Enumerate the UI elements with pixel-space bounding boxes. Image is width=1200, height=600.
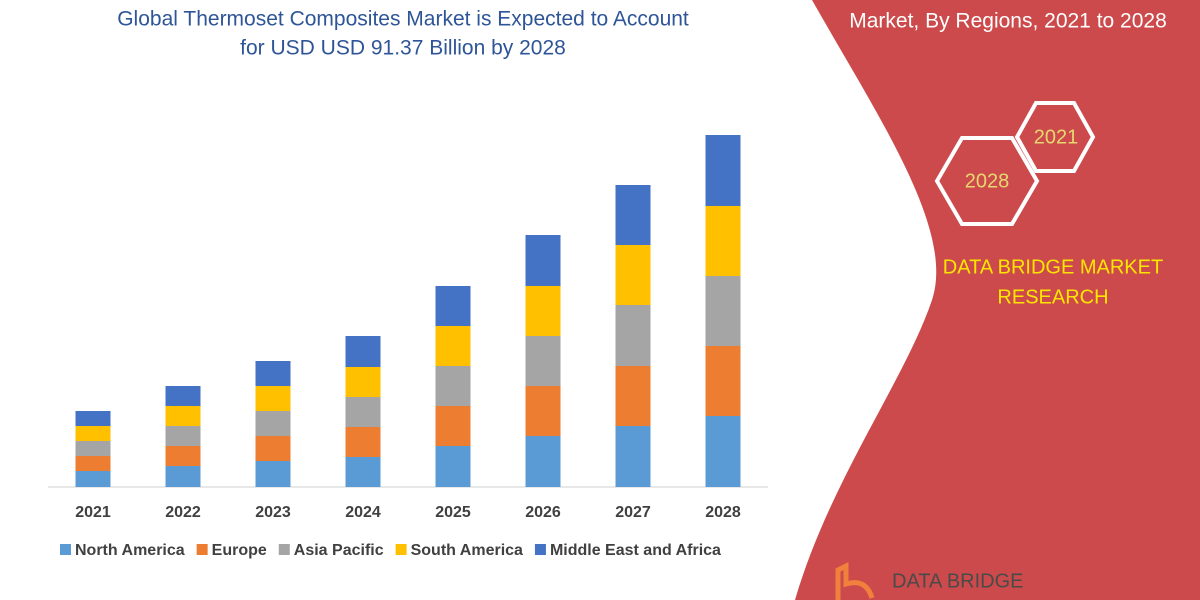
bar-segment	[615, 366, 651, 426]
bar-segment	[345, 397, 381, 427]
bar-segment	[705, 206, 741, 276]
legend-swatch	[534, 544, 546, 555]
bar-segment	[705, 346, 741, 416]
brand: RESEARCH	[997, 286, 1108, 308]
bar-segment	[345, 367, 381, 397]
bar-segment	[525, 436, 561, 487]
bar-segment	[435, 446, 471, 487]
legend-swatch	[60, 544, 71, 555]
chart-title: for USD USD 91.37 Billion by 2028	[240, 37, 566, 60]
bar-segment	[345, 336, 381, 367]
legend-label: Asia Pacific	[294, 542, 384, 559]
bar-segment	[165, 466, 201, 487]
brand: DATA BRIDGE MARKET	[943, 256, 1163, 278]
bar-segment	[705, 416, 741, 487]
bar-segment	[345, 457, 381, 487]
bar-segment	[435, 406, 471, 446]
side-panel	[795, 0, 1200, 600]
hexagon	[934, 136, 1040, 226]
x-tick-label: 2028	[705, 504, 741, 521]
hexagon	[1014, 101, 1096, 173]
bar-segment	[615, 305, 651, 366]
x-tick-label: 2026	[525, 504, 561, 521]
bar-segment	[255, 411, 291, 436]
logo-text: DATA BRIDGE	[892, 570, 1024, 592]
x-tick-label: 2027	[615, 504, 651, 521]
bar-segment	[435, 326, 471, 366]
bar-segment	[165, 426, 201, 446]
bar-segment	[435, 286, 471, 326]
chart-title: Global Thermoset Composites Market is Ex…	[117, 8, 689, 31]
hex-label: 2028	[965, 170, 1010, 192]
legend-swatch	[278, 544, 290, 555]
legend-label: North America	[75, 542, 185, 559]
bar-segment	[255, 361, 291, 386]
bar-segment	[255, 461, 291, 487]
bar-segment	[75, 411, 111, 426]
legend-label: South America	[411, 542, 523, 559]
bar-segment	[255, 436, 291, 461]
hex-label: 2021	[1034, 126, 1079, 148]
bar-segment	[525, 336, 561, 386]
legend-label: Middle East and Africa	[550, 542, 721, 559]
x-tick-label: 2024	[345, 504, 381, 521]
bar-segment	[705, 276, 741, 346]
bar-segment	[75, 456, 111, 471]
bar-segment	[75, 426, 111, 441]
legend-label: Europe	[212, 542, 267, 559]
bar-segment	[255, 386, 291, 411]
bar-segment	[705, 135, 741, 206]
x-tick-label: 2023	[255, 504, 291, 521]
bar-segment	[525, 235, 561, 286]
bar-segment	[75, 471, 111, 487]
legend-swatch	[196, 544, 208, 555]
logo-mark	[835, 561, 875, 600]
bar-segment	[615, 426, 651, 487]
bar-segment	[525, 286, 561, 336]
x-tick-label: 2022	[165, 504, 201, 521]
bar-segment	[615, 245, 651, 305]
bar-segment	[75, 441, 111, 456]
panel-subtitle: Market, By Regions, 2021 to 2028	[849, 10, 1167, 33]
bar-segment	[525, 386, 561, 436]
bar-segment	[435, 366, 471, 406]
bar-segment	[615, 185, 651, 245]
legend-swatch	[395, 544, 407, 555]
bar-segment	[165, 386, 201, 406]
bar-segment	[165, 446, 201, 466]
x-tick-label: 2021	[75, 504, 111, 521]
bar-segment	[165, 406, 201, 426]
bar-segment	[345, 427, 381, 457]
x-tick-label: 2025	[435, 504, 471, 521]
